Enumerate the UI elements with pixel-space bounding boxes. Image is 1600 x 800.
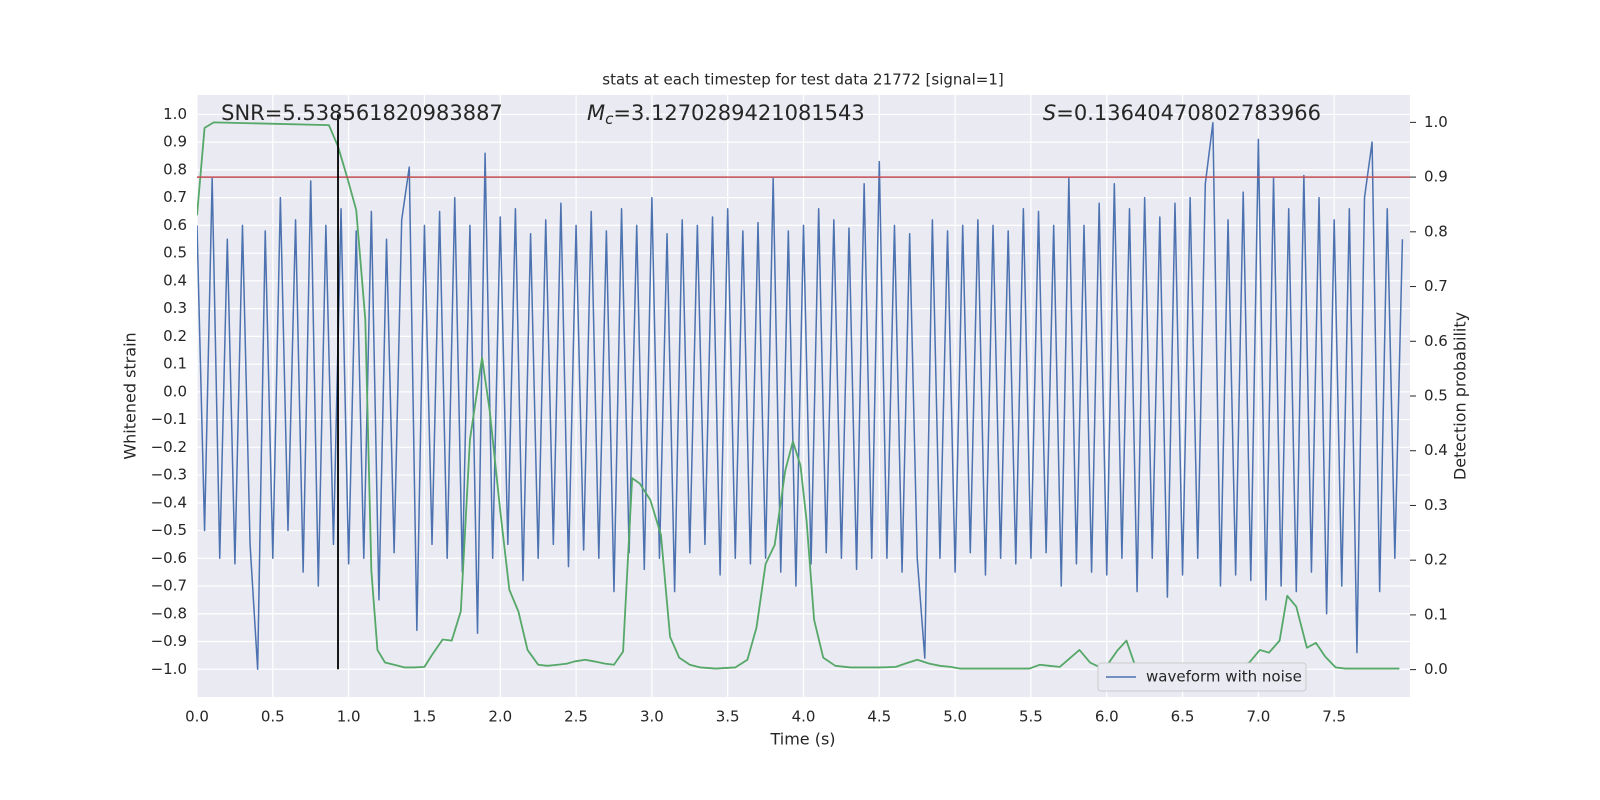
- annotation: S=0.13640470802783966: [1043, 101, 1321, 125]
- line-series: [197, 121, 1404, 671]
- y-tick-label: −0.7: [151, 577, 187, 595]
- y-tick-label: −0.2: [151, 438, 187, 456]
- y-axis-label: Whitened strain: [121, 332, 140, 459]
- y-tick-label: −0.5: [151, 521, 187, 539]
- y2-tick-label: 0.6: [1424, 332, 1448, 350]
- x-tick-label: 4.0: [792, 708, 816, 726]
- y-tick-label: −1.0: [151, 660, 187, 678]
- y-tick-label: 0.8: [163, 160, 187, 178]
- y-tick-label: 0.1: [163, 355, 187, 373]
- y2-tick-label: 0.3: [1424, 496, 1448, 514]
- legend-label: waveform with noise: [1146, 668, 1302, 686]
- y2-tick-label: 0.2: [1424, 551, 1448, 569]
- y-tick-label: 0.3: [163, 299, 187, 317]
- y-tick-label: −0.9: [151, 632, 187, 650]
- chart-title: stats at each timestep for test data 217…: [602, 71, 1003, 89]
- x-tick-label: 6.5: [1171, 708, 1195, 726]
- x-tick-label: 2.5: [564, 708, 588, 726]
- x-tick-label: 4.5: [867, 708, 891, 726]
- y-tick-label: 0.0: [163, 382, 187, 400]
- x-tick-label: 3.5: [716, 708, 740, 726]
- y-tick-label: 0.4: [163, 271, 187, 289]
- y2-tick-label: 0.4: [1424, 441, 1448, 459]
- annotation: Mc=3.1270289421081543: [587, 101, 865, 128]
- y-tick-label: 1.0: [163, 105, 187, 123]
- y-tick-label: −0.6: [151, 549, 187, 567]
- y-tick-label: 0.6: [163, 216, 187, 234]
- x-tick-label: 0.5: [261, 708, 285, 726]
- y-tick-label: 0.9: [163, 133, 187, 151]
- x-tick-label: 5.0: [943, 708, 967, 726]
- y2-tick-label: 0.8: [1424, 222, 1448, 240]
- y-tick-label: 0.7: [163, 188, 187, 206]
- x-tick-label: 3.0: [640, 708, 664, 726]
- y2-tick-label: 0.5: [1424, 387, 1448, 405]
- y2-tick-label: 1.0: [1424, 113, 1448, 131]
- y-tick-label: −0.1: [151, 410, 187, 428]
- y-tick-label: 0.5: [163, 244, 187, 262]
- x-tick-label: 1.5: [413, 708, 437, 726]
- x-tick-label: 7.0: [1246, 708, 1270, 726]
- x-tick-label: 2.0: [488, 708, 512, 726]
- x-axis-label: Time (s): [769, 730, 835, 749]
- y-tick-label: 0.2: [163, 327, 187, 345]
- y2-tick-label: 0.9: [1424, 168, 1448, 186]
- x-tick-label: 7.5: [1322, 708, 1346, 726]
- y2-tick-label: 0.1: [1424, 605, 1448, 623]
- annotation-text: =3.1270289421081543: [613, 101, 864, 125]
- x-tick-label: 0.0: [185, 708, 209, 726]
- y2-tick-label: 0.0: [1424, 660, 1448, 678]
- annotation: SNR=5.538561820983887: [221, 101, 503, 125]
- x-tick-label: 5.5: [1019, 708, 1043, 726]
- y-tick-label: −0.8: [151, 604, 187, 622]
- annotation-text: SNR=5.538561820983887: [221, 101, 503, 125]
- legend-box: [1097, 662, 1307, 692]
- x-tick-label: 6.0: [1095, 708, 1119, 726]
- annotation-subscript: c: [605, 110, 614, 128]
- annotation-symbol: M: [587, 101, 605, 125]
- annotation-symbol: S: [1043, 101, 1056, 125]
- y-tick-label: −0.4: [151, 493, 187, 511]
- annotation-text: =0.13640470802783966: [1056, 101, 1321, 125]
- y2-tick-label: 0.7: [1424, 277, 1448, 295]
- x-tick-label: 1.0: [337, 708, 361, 726]
- y-tick-label: −0.3: [151, 466, 187, 484]
- y2-axis-label: Detection probability: [1451, 312, 1470, 480]
